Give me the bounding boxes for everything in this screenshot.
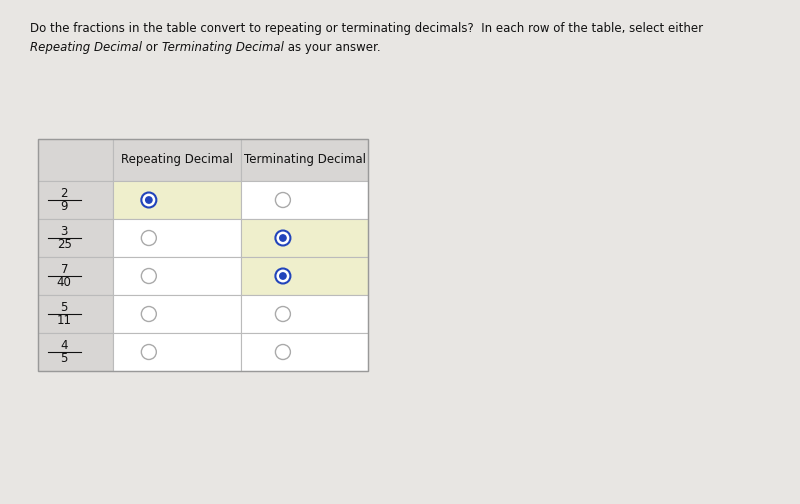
Bar	[113, 333, 241, 371]
Ellipse shape	[275, 306, 290, 322]
Text: 4: 4	[61, 339, 68, 352]
Text: Repeating Decimal: Repeating Decimal	[30, 41, 142, 54]
Text: 11: 11	[57, 314, 72, 327]
Text: Repeating Decimal: Repeating Decimal	[121, 154, 233, 166]
Ellipse shape	[275, 193, 290, 208]
Ellipse shape	[142, 345, 156, 359]
Ellipse shape	[142, 306, 156, 322]
Text: 7: 7	[61, 263, 68, 276]
Text: Terminating Decimal: Terminating Decimal	[162, 41, 283, 54]
Bar	[38, 139, 368, 371]
Ellipse shape	[145, 196, 153, 204]
Text: 2: 2	[61, 186, 68, 200]
Text: 3: 3	[61, 225, 68, 238]
Ellipse shape	[279, 234, 287, 242]
Text: as your answer.: as your answer.	[283, 41, 380, 54]
Ellipse shape	[142, 230, 156, 245]
Ellipse shape	[142, 193, 156, 208]
Bar	[241, 257, 368, 295]
Text: Do the fractions in the table convert to repeating or terminating decimals?  In : Do the fractions in the table convert to…	[30, 22, 703, 35]
Bar	[113, 181, 241, 219]
Bar	[38, 295, 113, 333]
Bar	[38, 333, 113, 371]
Bar	[38, 139, 113, 181]
Bar	[38, 219, 113, 257]
Text: 5: 5	[61, 352, 68, 365]
Text: 9: 9	[61, 200, 68, 213]
Text: Terminating Decimal: Terminating Decimal	[243, 154, 366, 166]
Bar	[113, 257, 241, 295]
Bar	[113, 295, 241, 333]
Ellipse shape	[275, 269, 290, 283]
Ellipse shape	[279, 272, 287, 280]
Bar	[241, 219, 368, 257]
Text: 5: 5	[61, 301, 68, 313]
Bar	[241, 295, 368, 333]
Bar	[241, 139, 368, 181]
Bar	[241, 333, 368, 371]
Ellipse shape	[142, 269, 156, 283]
Text: 25: 25	[57, 238, 72, 251]
Ellipse shape	[275, 230, 290, 245]
Ellipse shape	[275, 345, 290, 359]
Bar	[113, 139, 241, 181]
Bar	[241, 181, 368, 219]
Bar	[38, 257, 113, 295]
Text: 40: 40	[57, 276, 72, 289]
Text: or: or	[142, 41, 162, 54]
Bar	[113, 219, 241, 257]
Bar	[38, 181, 113, 219]
